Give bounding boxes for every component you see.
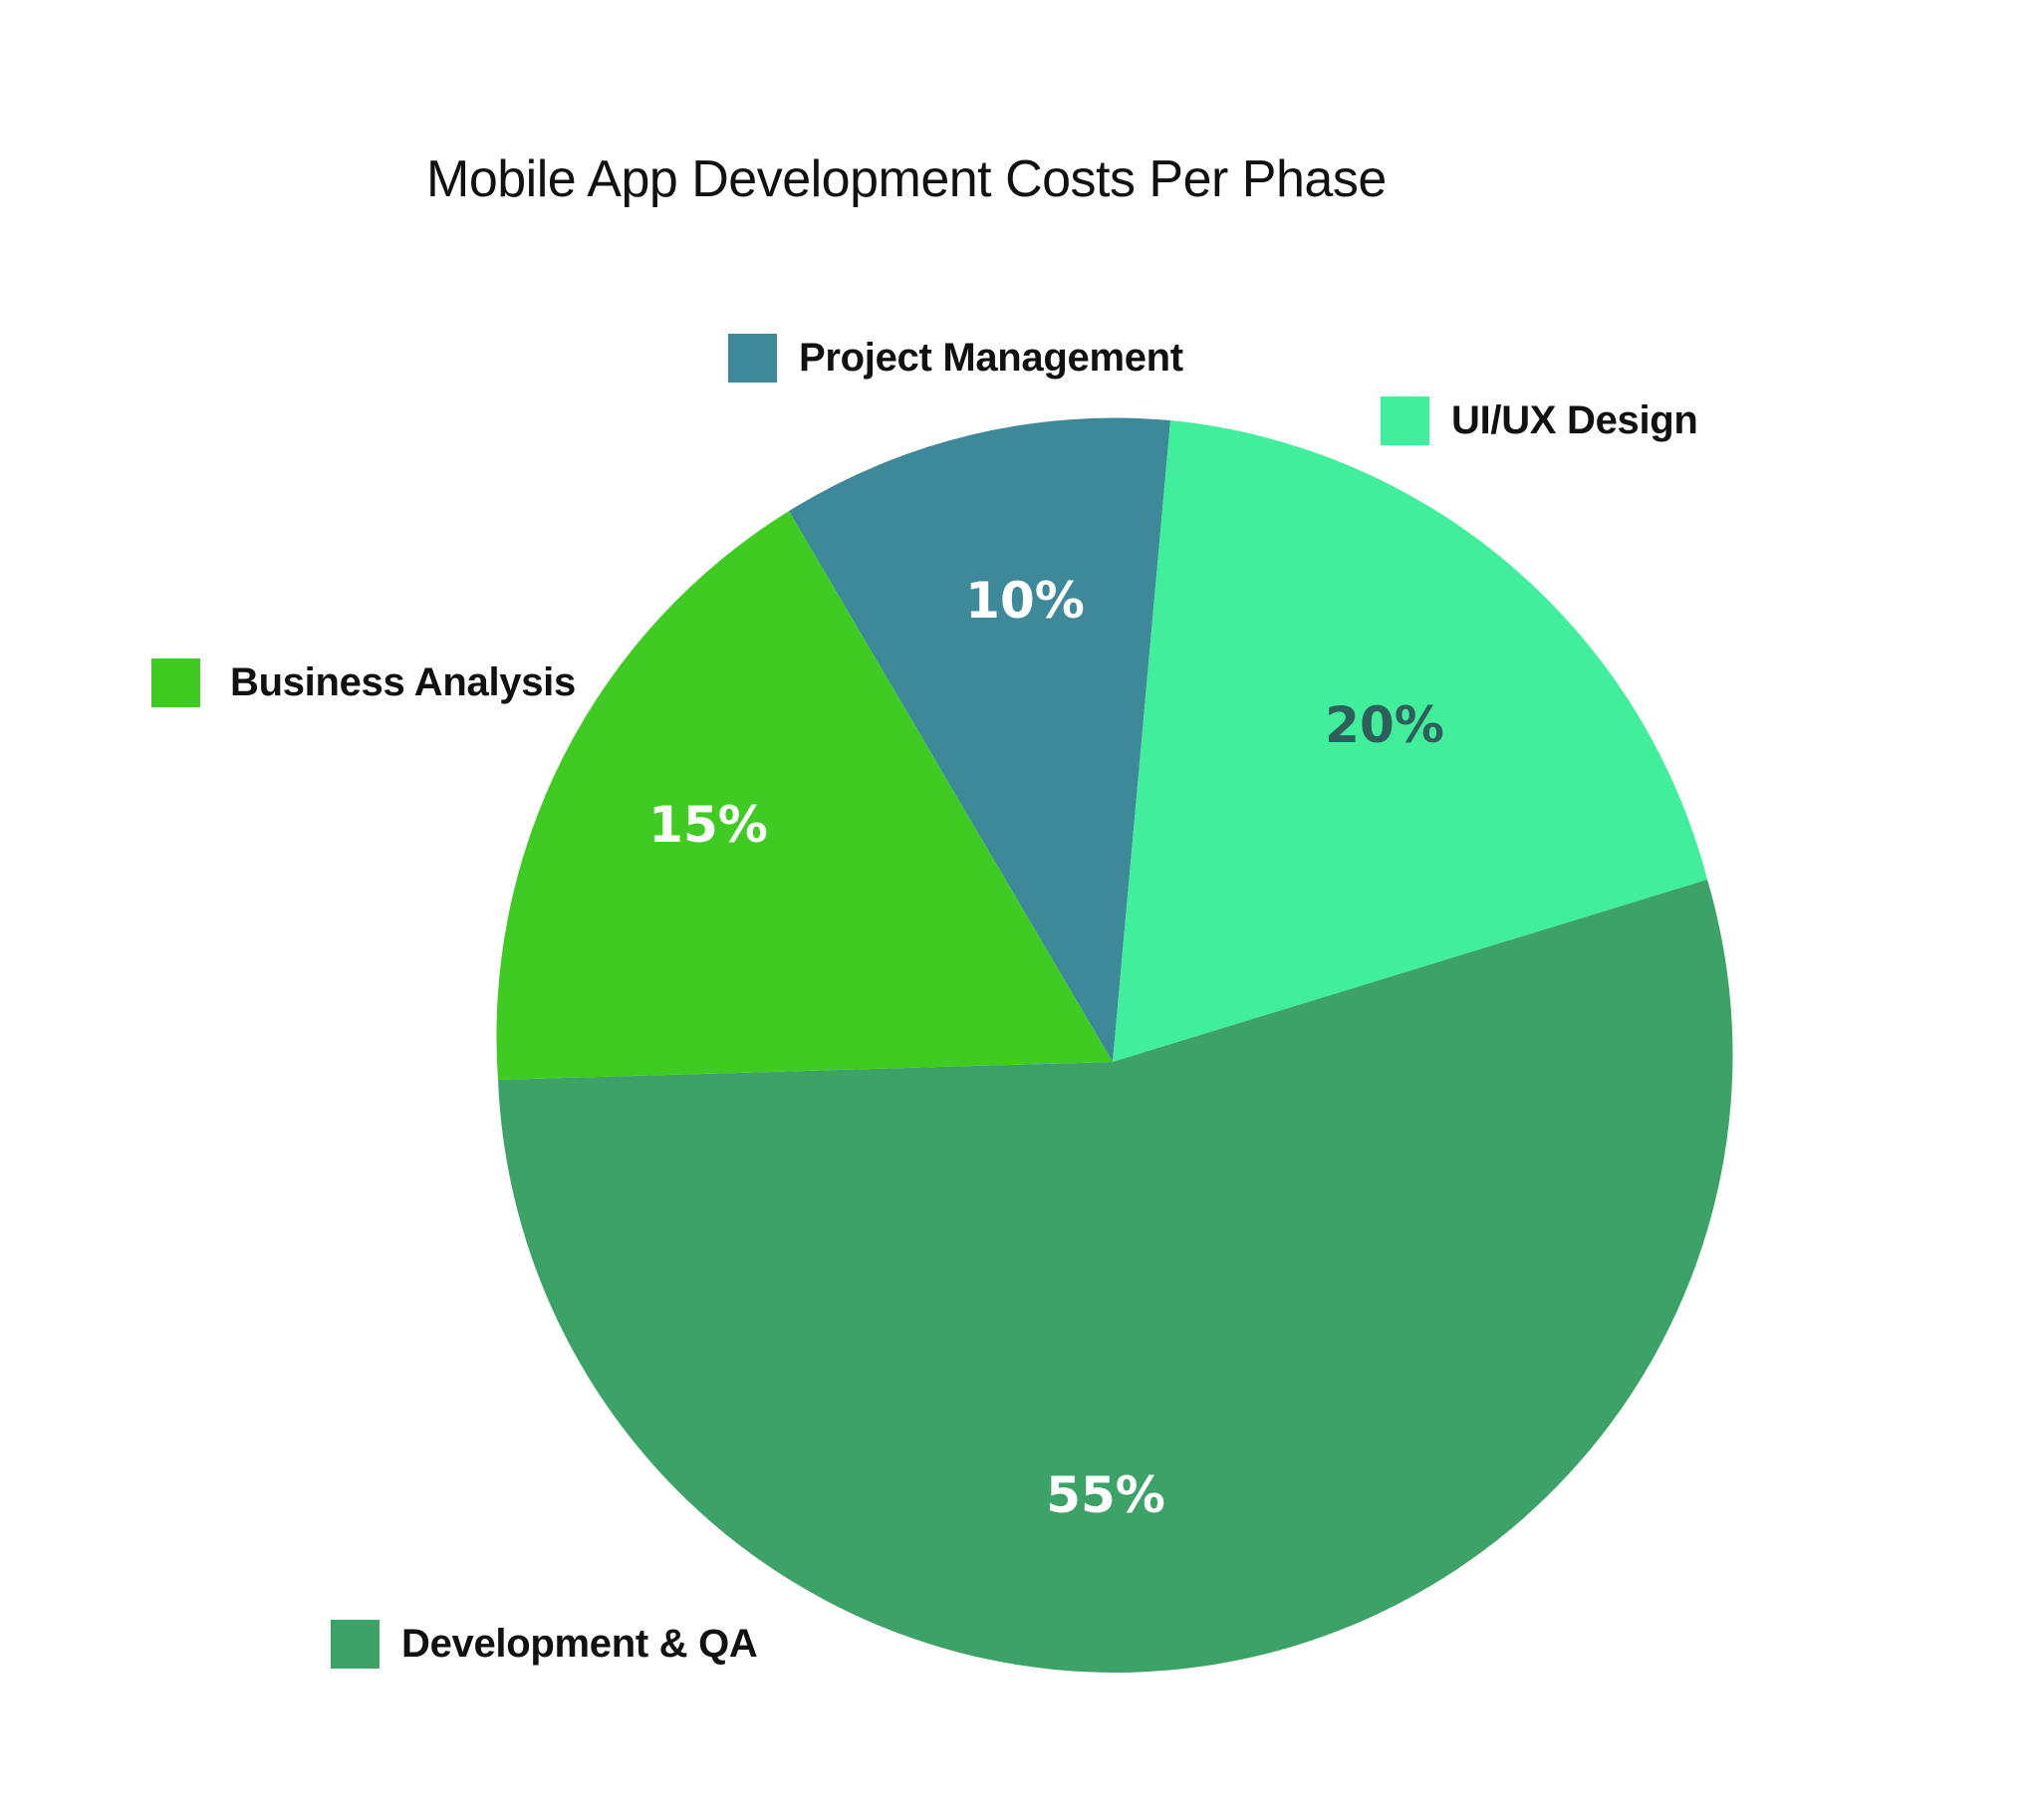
pct-label-development-qa: 55%	[1046, 1466, 1165, 1524]
legend-item-business-analysis: Business Analysis	[151, 658, 576, 707]
legend-swatch	[1381, 396, 1429, 445]
slice-development-qa	[498, 880, 1733, 1673]
legend-label: Development & QA	[401, 1622, 758, 1666]
chart-title: Mobile App Development Costs Per Phase	[426, 150, 1387, 208]
legend-swatch	[331, 1620, 380, 1669]
legend-swatch	[151, 658, 200, 707]
legend-item-ui-ux-design: UI/UX Design	[1381, 396, 1698, 445]
slice-business-analysis	[496, 511, 1113, 1080]
pct-label-business-analysis: 15%	[648, 796, 768, 854]
legend-label: Project Management	[799, 336, 1183, 380]
legend-item-development-qa: Development & QA	[331, 1620, 758, 1669]
legend-item-project-management: Project Management	[728, 334, 1183, 383]
legend-label: Business Analysis	[230, 660, 576, 704]
slice-project-management	[789, 417, 1170, 1062]
pct-label-ui-ux-design: 20%	[1325, 696, 1444, 754]
slice-ui-ux-design	[1113, 420, 1707, 1062]
legend-label: UI/UX Design	[1451, 398, 1698, 442]
pct-label-project-management: 10%	[965, 572, 1085, 630]
legend-swatch	[728, 334, 777, 383]
